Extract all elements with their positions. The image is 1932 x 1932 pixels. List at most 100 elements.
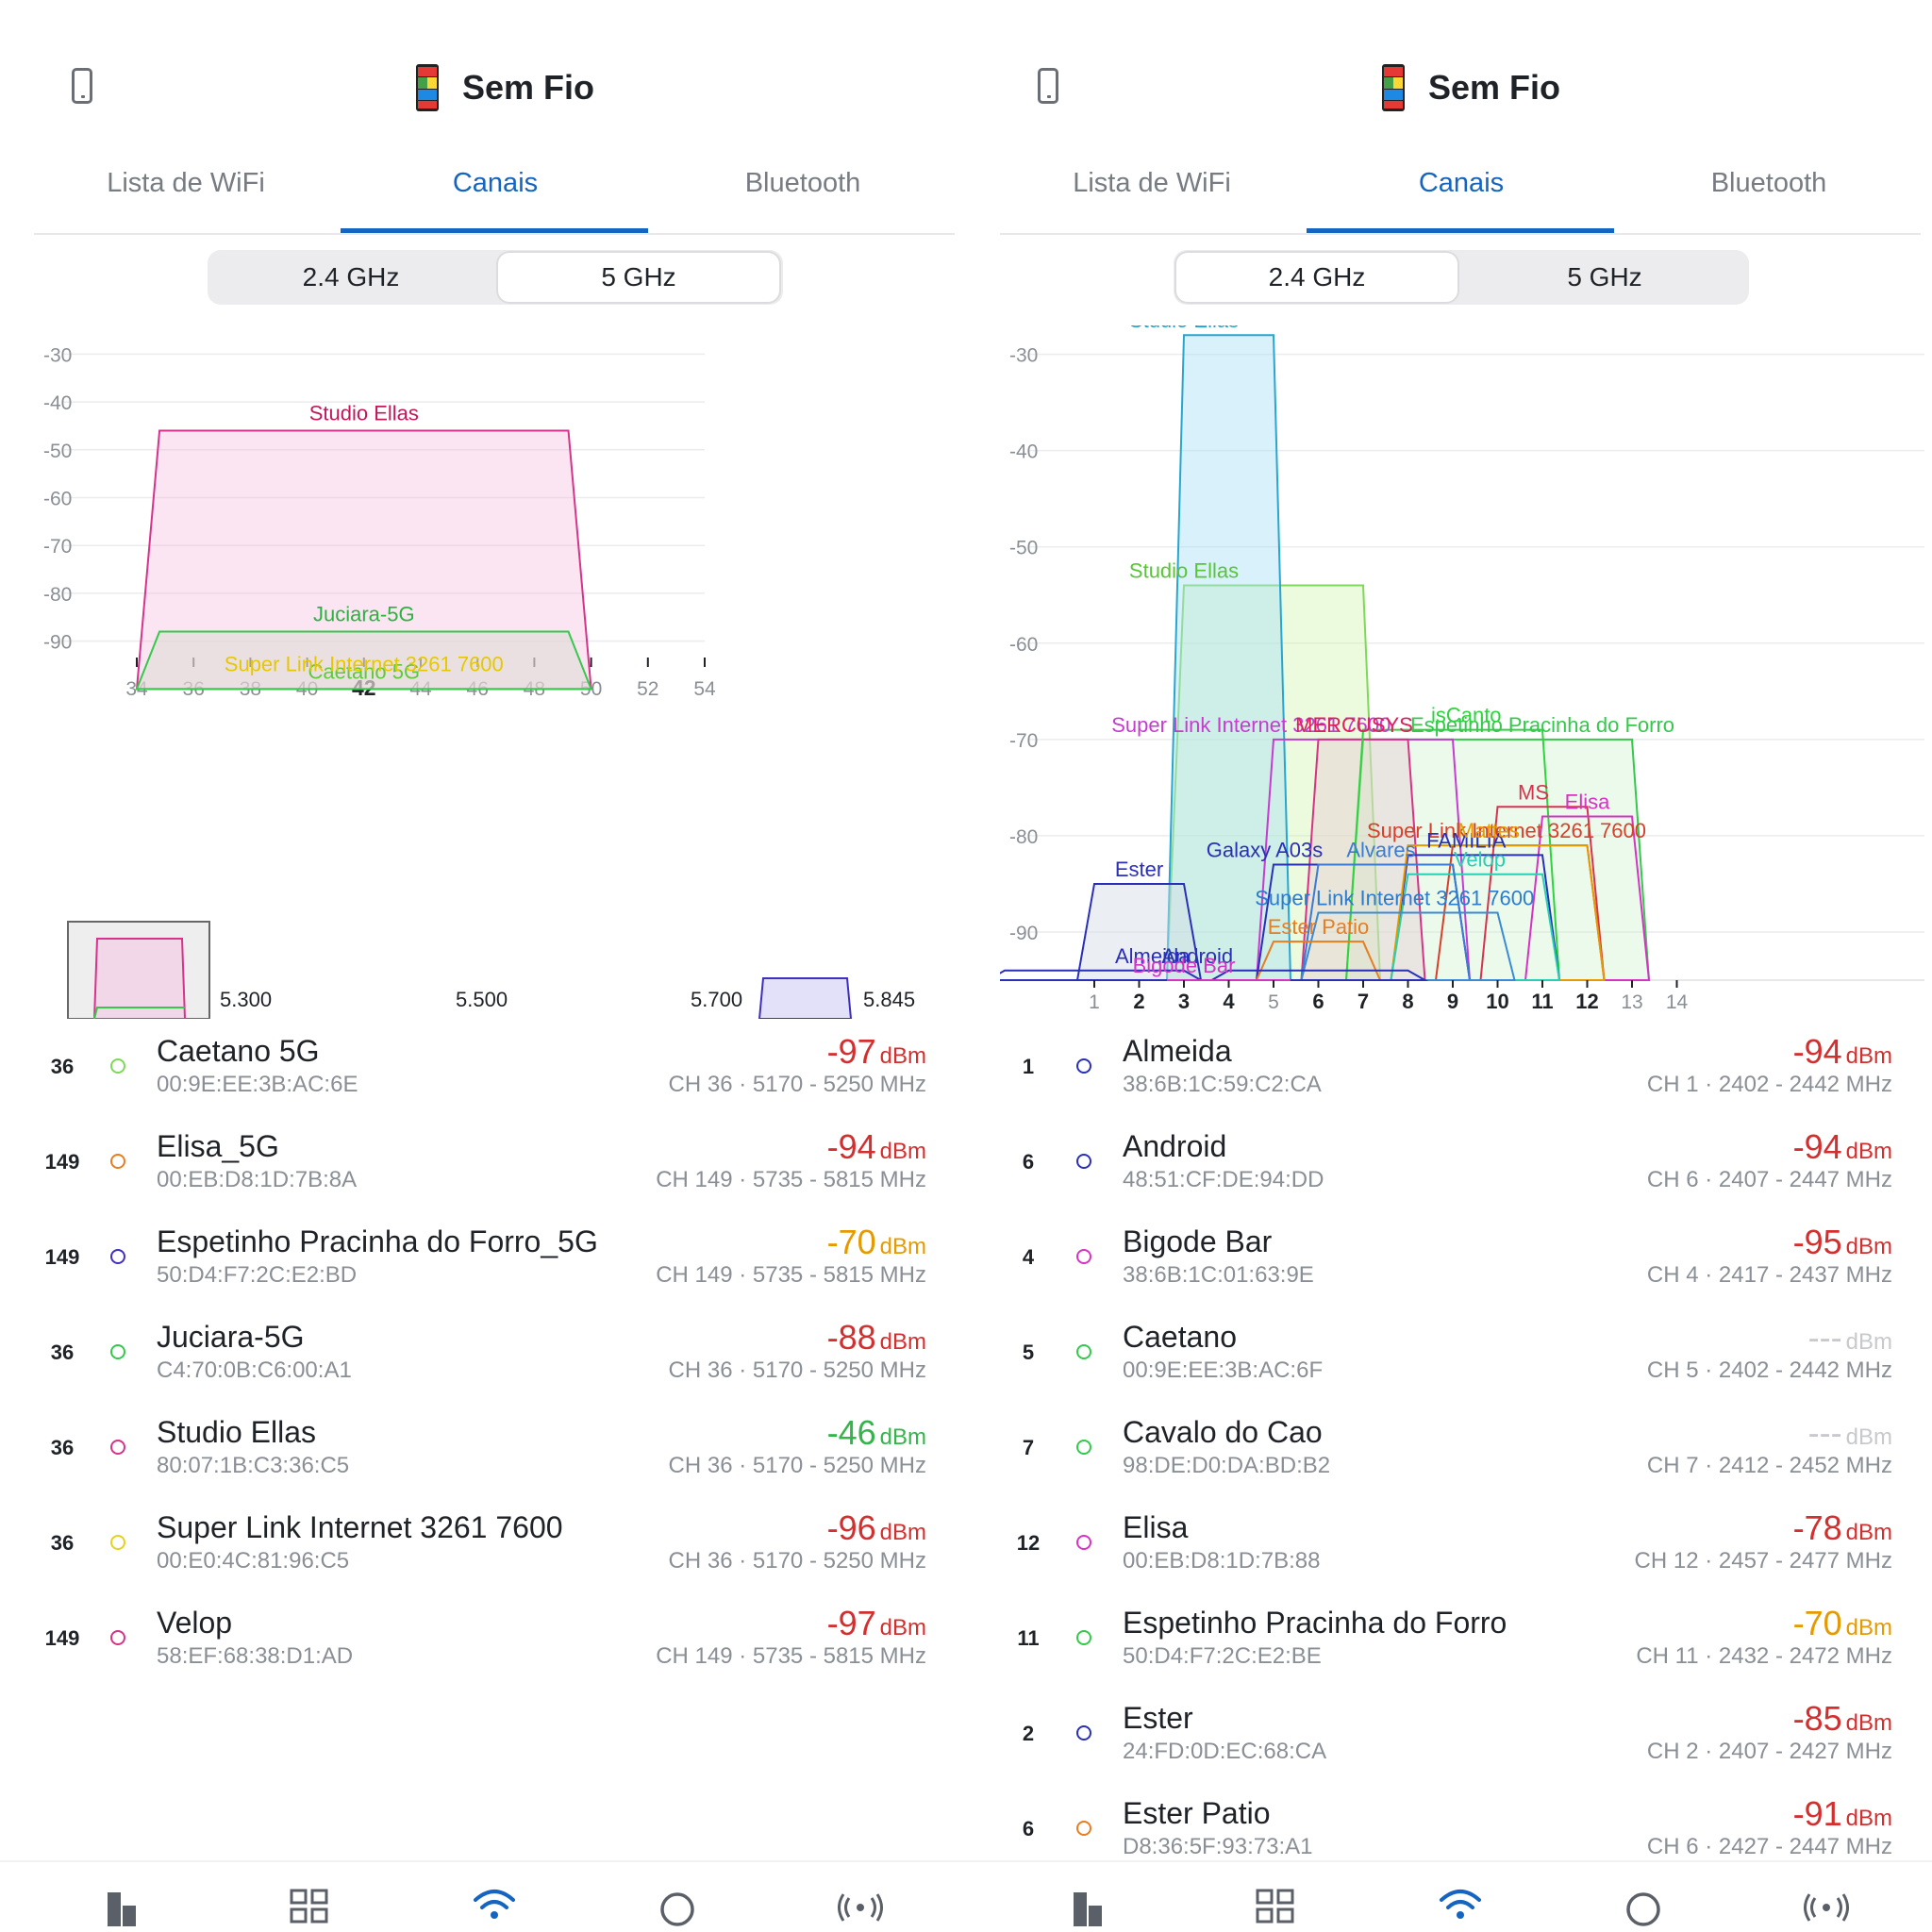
signal-unit: dBm (1845, 1139, 1892, 1164)
y-tick-label: -80 (1009, 826, 1038, 848)
network-row[interactable]: 36 Caetano 5G 00:9E:EE:3B:AC:6E -97 dBm CH 36… (34, 1028, 955, 1124)
signal-strength: -97 dBm (827, 1032, 926, 1072)
channel-info: CH 1 · 2402 - 2442 MHz (1646, 1072, 1892, 1097)
series-label: Velop (1454, 848, 1506, 872)
tab-wifi-list[interactable]: Lista de WiFi (107, 168, 265, 198)
network-ssid: Caetano (1123, 1320, 1237, 1354)
network-color-dot (110, 1535, 125, 1550)
y-tick-label: -60 (43, 489, 72, 510)
signal-strength: -97 dBm (827, 1604, 926, 1643)
x-tick-label: 52 (637, 678, 658, 700)
channel-info: CH 12 · 2457 - 2477 MHz (1634, 1548, 1892, 1574)
signal-unit: dBm (1845, 1520, 1892, 1545)
network-mac: 48:51:CF:DE:94:DD (1123, 1167, 1324, 1192)
network-color-dot (1076, 1249, 1091, 1264)
signal-value: -95 (1792, 1223, 1842, 1261)
circle-icon[interactable] (1617, 1879, 1670, 1932)
network-row[interactable]: 4 Bigode Bar 38:6B:1C:01:63:9E -95 dBm CH 4 ·… (1000, 1219, 1921, 1314)
network-mac: 50:D4:F7:2C:E2:BD (157, 1262, 358, 1288)
grid-icon[interactable] (283, 1879, 336, 1932)
network-row[interactable]: 36 Juciara-5G C4:70:0B:C6:00:A1 -88 dBm CH 36… (34, 1314, 955, 1409)
channel-info: CH 5 · 2402 - 2442 MHz (1646, 1357, 1892, 1383)
network-row[interactable]: 149 Espetinho Pracinha do Forro_5G 50:D4:F… (34, 1219, 955, 1314)
x-tick-label: 8 (1402, 990, 1413, 1013)
signal-strength: -95 dBm (1793, 1223, 1892, 1262)
signal-strength: -70 dBm (827, 1223, 926, 1262)
network-row[interactable]: 36 Super Link Internet 3261 7600 00:E0:4C:… (34, 1505, 955, 1600)
signal-unit: dBm (879, 1329, 926, 1355)
network-mac: 24:FD:0D:EC:68:CA (1123, 1739, 1327, 1764)
network-color-dot (110, 1249, 125, 1264)
band-5ghz-button[interactable]: 5 GHz (498, 253, 779, 302)
overview-juciara (93, 1007, 185, 1019)
network-row[interactable]: 149 Elisa_5G 00:EB:D8:1D:7B:8A -94 dBm CH 149… (34, 1124, 955, 1219)
x-tick-label: 5 (1268, 991, 1279, 1013)
wifi-icon[interactable] (468, 1879, 521, 1932)
network-row[interactable]: 6 Ester Patio D8:36:5F:93:73:A1 -91 dBm CH 6 … (1000, 1790, 1921, 1886)
phone-icon[interactable] (72, 68, 92, 104)
bottom-nav (0, 1860, 966, 1932)
channel-number: 5 (1022, 1341, 1035, 1364)
channel-number: 1 (1022, 1055, 1035, 1078)
tab-channels[interactable]: Canais (452, 168, 539, 198)
wifi-icon[interactable] (1434, 1879, 1487, 1932)
x-tick-label: 4 (1223, 990, 1235, 1013)
network-row[interactable]: 12 Elisa 00:EB:D8:1D:7B:88 -78 dBm CH 12 · 24… (1000, 1505, 1921, 1600)
tab-channels[interactable]: Canais (1418, 168, 1505, 198)
circle-icon[interactable] (651, 1879, 704, 1932)
channel-info: CH 6 · 2427 - 2447 MHz (1646, 1834, 1892, 1859)
series-label: Espetinho Pracinha do Forro (1410, 713, 1674, 737)
network-row[interactable]: 7 Cavalo do Cao 98:DE:D0:DA:BD:B2 --- dBm CH … (1000, 1409, 1921, 1505)
channel-number: 12 (1016, 1531, 1041, 1555)
y-tick-label: -30 (43, 344, 72, 366)
signal-shape-super-link-internet-3261-7600 (1300, 911, 1516, 981)
network-ssid: Studio Ellas (157, 1415, 316, 1449)
phone-icon[interactable] (1038, 68, 1058, 104)
grid-icon[interactable] (1249, 1879, 1302, 1932)
network-row[interactable]: 2 Ester 24:FD:0D:EC:68:CA -85 dBm CH 2 · 2407… (1000, 1695, 1921, 1790)
app-logo-icon (416, 64, 439, 111)
y-tick-label: -70 (43, 536, 72, 558)
network-color-dot (1076, 1630, 1091, 1645)
network-row[interactable]: 36 Studio Ellas 80:07:1B:C3:36:C5 -46 dBm CH … (34, 1409, 955, 1505)
signal-bars-icon[interactable] (1066, 1879, 1119, 1932)
network-mac: D8:36:5F:93:73:A1 (1123, 1834, 1313, 1859)
band-24ghz-button[interactable]: 2.4 GHz (302, 262, 400, 291)
tab-bluetooth[interactable]: Bluetooth (1710, 168, 1827, 198)
channel-number: 36 (50, 1531, 75, 1555)
series-label: MERCUSYS (1295, 713, 1413, 737)
network-color-dot (110, 1344, 125, 1359)
network-color-dot (1076, 1344, 1091, 1359)
tab-bluetooth[interactable]: Bluetooth (744, 168, 861, 198)
network-row[interactable]: 11 Espetinho Pracinha do Forro 50:D4:F7:2C… (1000, 1600, 1921, 1695)
channel-number: 36 (50, 1436, 75, 1459)
signal-unit: dBm (879, 1234, 926, 1259)
channel-info: CH 7 · 2412 - 2452 MHz (1646, 1453, 1892, 1478)
signal-bars-icon[interactable] (100, 1879, 153, 1932)
network-row[interactable]: 149 Velop 58:EF:68:38:D1:AD -97 dBm CH 149 · … (34, 1600, 955, 1695)
tab-wifi-list[interactable]: Lista de WiFi (1073, 168, 1231, 198)
network-row[interactable]: 1 Almeida 38:6B:1C:59:C2:CA -94 dBm CH 1 · 24… (1000, 1028, 1921, 1124)
network-mac: 00:9E:EE:3B:AC:6E (157, 1072, 358, 1097)
y-tick-label: -90 (1009, 923, 1038, 944)
frequency-overview[interactable]: 5.300 5.500 5.700 5.845 (57, 920, 962, 1019)
band-5ghz-button[interactable]: 5 GHz (1567, 262, 1642, 291)
channel-number: 6 (1022, 1817, 1035, 1840)
signal-value: -78 (1792, 1508, 1842, 1547)
signal-shape-elisa (1524, 815, 1651, 981)
signal-value: -70 (826, 1223, 876, 1261)
network-color-dot (110, 1440, 125, 1455)
series-label: Super Link Internet 3261 7600 (1255, 887, 1534, 910)
network-row[interactable]: 5 Caetano 00:9E:EE:3B:AC:6F --- dBm CH 5 · 24… (1000, 1314, 1921, 1409)
broadcast-icon[interactable] (1800, 1879, 1853, 1932)
series-label: FAMILIA (1426, 828, 1507, 852)
x-tick-label: 14 (1666, 991, 1689, 1013)
signal-value: -94 (1792, 1127, 1842, 1166)
signal-value: -96 (826, 1508, 876, 1547)
network-ssid: Cavalo do Cao (1123, 1415, 1323, 1449)
signal-strength: -94 dBm (1793, 1032, 1892, 1072)
network-ssid: Elisa (1123, 1510, 1189, 1544)
broadcast-icon[interactable] (834, 1879, 887, 1932)
network-row[interactable]: 6 Android 48:51:CF:DE:94:DD -94 dBm CH 6 · 24… (1000, 1124, 1921, 1219)
band-24ghz-button[interactable]: 2.4 GHz (1176, 253, 1457, 302)
